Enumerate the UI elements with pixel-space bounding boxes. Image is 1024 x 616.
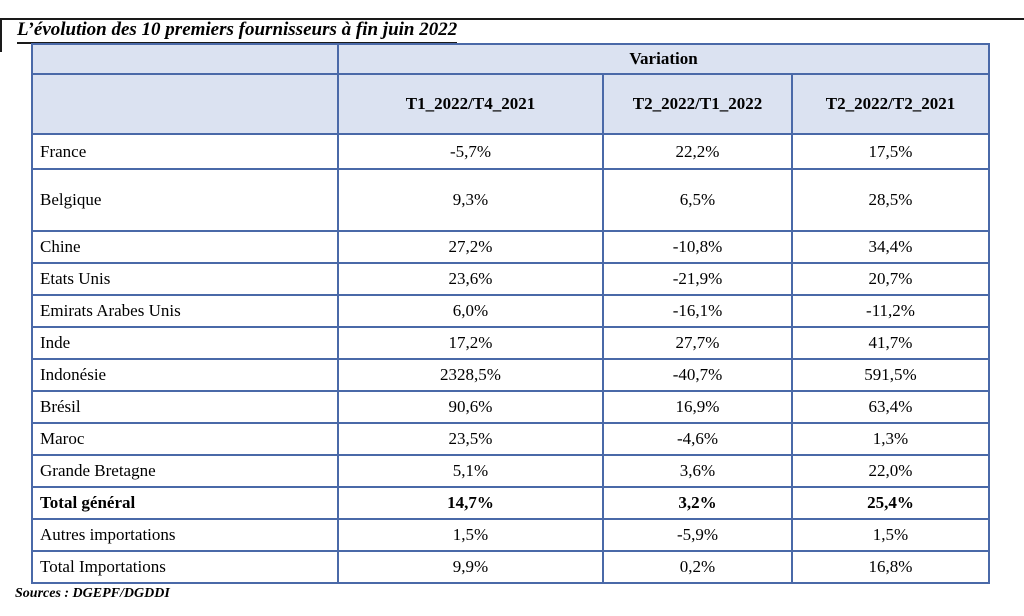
row-value: 16,9% — [602, 390, 793, 424]
row-label: France — [31, 133, 339, 170]
table-row: Brésil 90,6% 16,9% 63,4% — [31, 390, 991, 424]
row-value: -40,7% — [602, 358, 793, 392]
column-header-t2-2022-t1-2022: T2_2022/T1_2022 — [602, 73, 793, 135]
row-value: 1,5% — [337, 518, 604, 552]
row-value: 63,4% — [790, 390, 991, 424]
table-row: Etats Unis 23,6% -21,9% 20,7% — [31, 262, 991, 296]
row-value: 20,7% — [790, 262, 991, 296]
row-label: Indonésie — [31, 358, 339, 392]
row-label: Total général — [31, 486, 339, 520]
table-row: Total Importations 9,9% 0,2% 16,8% — [31, 550, 991, 584]
table-row: Belgique 9,3% 6,5% 28,5% — [31, 168, 991, 232]
column-header-t1-2022-t4-2021: T1_2022/T4_2021 — [337, 73, 604, 135]
row-value: 0,2% — [602, 550, 793, 584]
row-value: 25,4% — [790, 486, 991, 520]
row-value: -11,2% — [790, 294, 991, 328]
table-row: Emirats Arabes Unis 6,0% -16,1% -11,2% — [31, 294, 991, 328]
row-value: 22,0% — [790, 454, 991, 488]
row-label: Grande Bretagne — [31, 454, 339, 488]
row-value: -5,9% — [602, 518, 793, 552]
corner-cell-2 — [31, 73, 339, 135]
row-value: 17,5% — [790, 133, 991, 170]
row-label: Inde — [31, 326, 339, 360]
row-value: 6,5% — [602, 168, 793, 232]
row-value: 28,5% — [790, 168, 991, 232]
row-value: 34,4% — [790, 230, 991, 264]
row-value: 90,6% — [337, 390, 604, 424]
row-value: 9,3% — [337, 168, 604, 232]
row-label: Emirats Arabes Unis — [31, 294, 339, 328]
row-value: 14,7% — [337, 486, 604, 520]
row-label: Maroc — [31, 422, 339, 456]
row-value: 23,6% — [337, 262, 604, 296]
row-value: 27,2% — [337, 230, 604, 264]
table-row: Autres importations 1,5% -5,9% 1,5% — [31, 518, 991, 552]
row-value: 3,2% — [602, 486, 793, 520]
row-label: Etats Unis — [31, 262, 339, 296]
row-value: -16,1% — [602, 294, 793, 328]
table-row: Inde 17,2% 27,7% 41,7% — [31, 326, 991, 360]
row-label: Total Importations — [31, 550, 339, 584]
row-value: 16,8% — [790, 550, 991, 584]
column-header-t2-2022-t2-2021: T2_2022/T2_2021 — [790, 73, 991, 135]
variation-table: Variation T1_2022/T4_2021 T2_2022/T1_202… — [31, 43, 991, 584]
row-label: Brésil — [31, 390, 339, 424]
row-value: -10,8% — [602, 230, 793, 264]
row-label: Belgique — [31, 168, 339, 232]
row-value: 23,5% — [337, 422, 604, 456]
group-header-row: Variation — [31, 43, 991, 75]
row-value: 9,9% — [337, 550, 604, 584]
row-label: Chine — [31, 230, 339, 264]
row-value: 1,5% — [790, 518, 991, 552]
corner-cell — [31, 43, 339, 75]
left-frame-tick — [0, 18, 2, 52]
source-note: Sources : DGEPF/DGDDI — [15, 586, 170, 601]
row-value: 41,7% — [790, 326, 991, 360]
row-value: 3,6% — [602, 454, 793, 488]
table-body: France -5,7% 22,2% 17,5% Belgique 9,3% 6… — [31, 133, 991, 584]
table-row: Total général 14,7% 3,2% 25,4% — [31, 486, 991, 520]
row-label: Autres importations — [31, 518, 339, 552]
top-horizontal-rule — [0, 18, 1024, 20]
table-row: Chine 27,2% -10,8% 34,4% — [31, 230, 991, 264]
row-value: -5,7% — [337, 133, 604, 170]
row-value: 1,3% — [790, 422, 991, 456]
column-header-row: T1_2022/T4_2021 T2_2022/T1_2022 T2_2022/… — [31, 73, 991, 135]
row-value: 591,5% — [790, 358, 991, 392]
row-value: 5,1% — [337, 454, 604, 488]
row-value: 27,7% — [602, 326, 793, 360]
table-row: Grande Bretagne 5,1% 3,6% 22,0% — [31, 454, 991, 488]
row-value: -4,6% — [602, 422, 793, 456]
row-value: 22,2% — [602, 133, 793, 170]
page-title: L’évolution des 10 premiers fournisseurs… — [17, 19, 458, 44]
row-value: 17,2% — [337, 326, 604, 360]
row-value: -21,9% — [602, 262, 793, 296]
table-row: Indonésie 2328,5% -40,7% 591,5% — [31, 358, 991, 392]
table-row: France -5,7% 22,2% 17,5% — [31, 133, 991, 170]
table-row: Maroc 23,5% -4,6% 1,3% — [31, 422, 991, 456]
row-value: 2328,5% — [337, 358, 604, 392]
row-value: 6,0% — [337, 294, 604, 328]
group-header-cell: Variation — [336, 43, 991, 75]
table-header: Variation T1_2022/T4_2021 T2_2022/T1_202… — [31, 43, 991, 135]
